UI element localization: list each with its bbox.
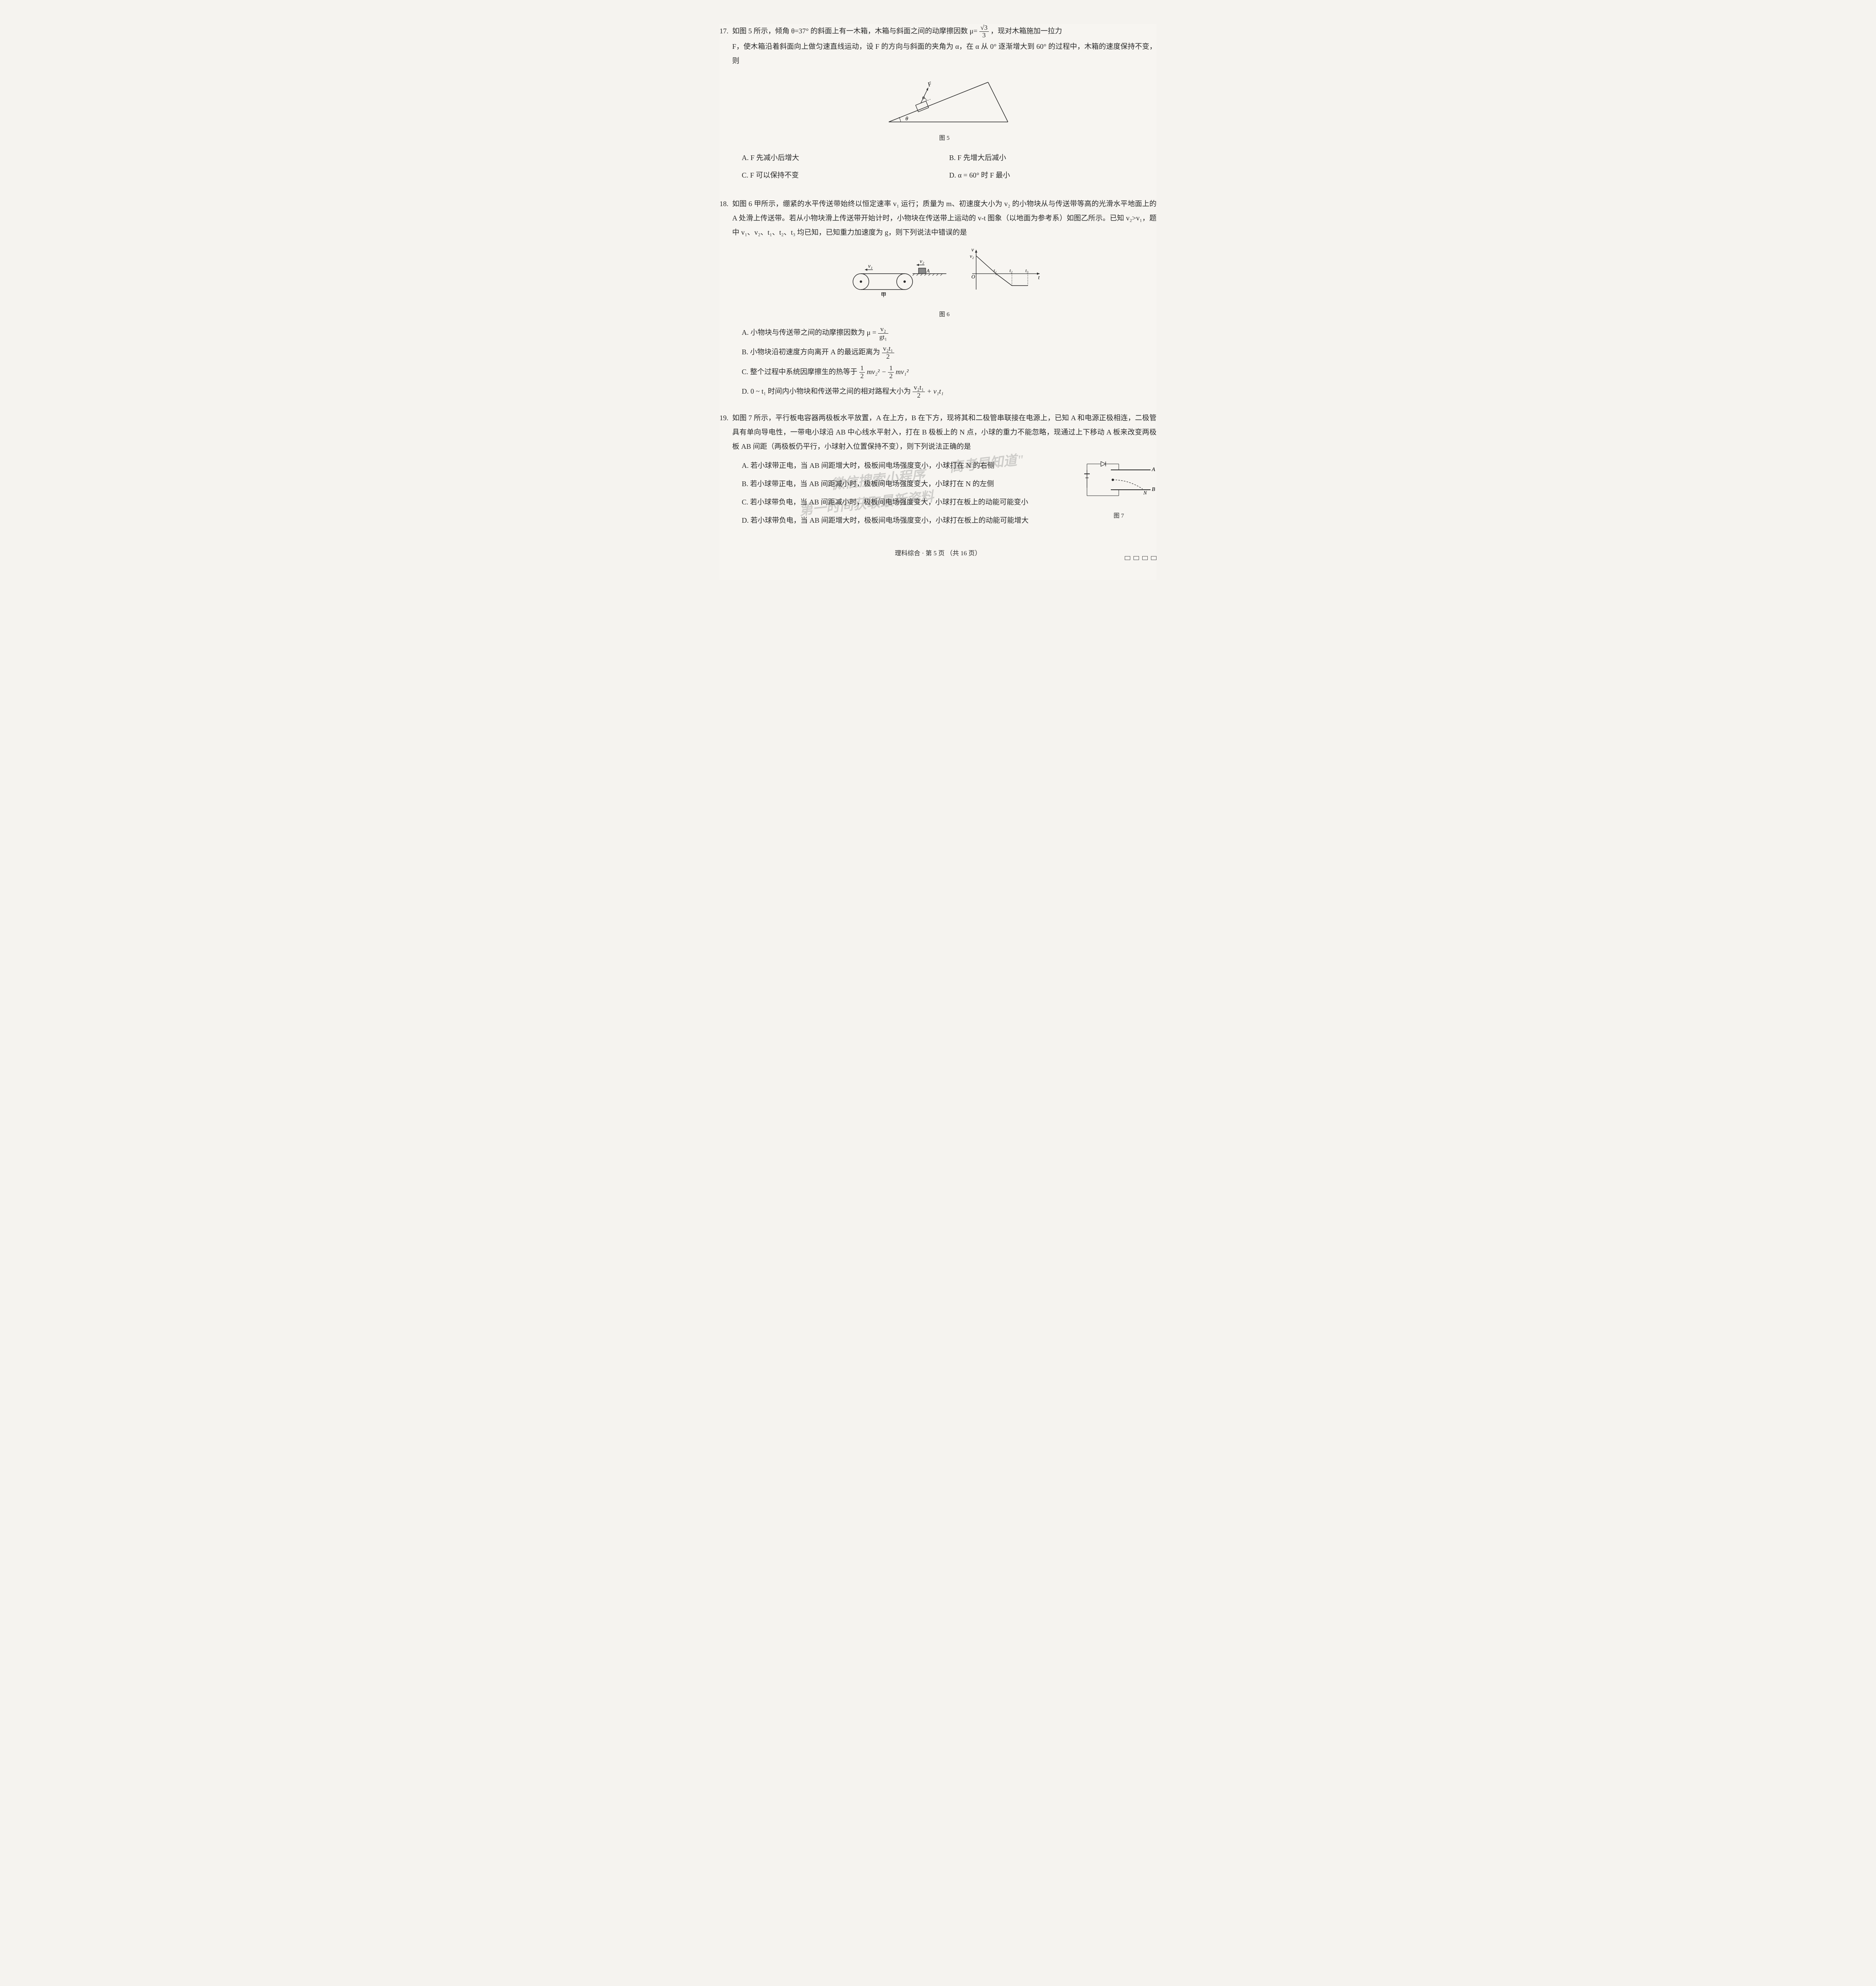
A-plate-label: A: [1151, 467, 1155, 473]
q18-number: 18.: [719, 197, 729, 211]
q17-optC: C. F 可以保持不变: [742, 168, 949, 182]
conveyor-svg: v₁ A v₂ 甲: [845, 254, 948, 298]
question-17: 17. 如图 5 所示，倾角 θ=37° 的斜面上有一木箱，木箱与斜面之间的动摩…: [719, 24, 1157, 185]
marker-box: [1151, 556, 1157, 560]
page-footer: 理科综合 · 第 5 页 （共 16 页）: [719, 547, 1157, 560]
q18-optD: D. 0 ~ t₁ 时间内小物块和传送带之间的相对路程大小为 v₂t₁ 2 + …: [742, 384, 1157, 400]
marker-box: [1125, 556, 1130, 560]
O-label: O: [971, 274, 975, 280]
q17-text-a: 如图 5 所示，倾角 θ=37° 的斜面上有一木箱，木箱与斜面之间的动摩擦因数 …: [732, 27, 977, 35]
q19-figure: A B N 图 7: [1081, 456, 1157, 522]
t2-label: t₂: [1010, 268, 1013, 273]
q18-figures: v₁ A v₂ 甲: [732, 246, 1157, 302]
q17-mu-frac: √3 3: [979, 24, 989, 40]
inclined-plane-svg: θ F α: [877, 74, 1012, 126]
question-19: 19. 如图 7 所示，平行板电容器两极板水平放置，A 在上方，B 在下方，现将…: [719, 411, 1157, 531]
v1-label: v₁: [868, 263, 872, 269]
question-18: 18. 如图 6 甲所示，绷紧的水平传送带始终以恒定速率 v₁ 运行；质量为 m…: [719, 197, 1157, 400]
q17-text-b: ，现对木箱施加一拉力: [990, 27, 1062, 35]
F-label: F: [926, 81, 933, 88]
q19-number: 19.: [719, 411, 729, 425]
alpha-label: α: [921, 94, 926, 100]
q18-body: 如图 6 甲所示，绷紧的水平传送带始终以恒定速率 v₁ 运行；质量为 m、初速度…: [732, 197, 1157, 240]
q17-optB: B. F 先增大后减小: [949, 151, 1157, 165]
q17-number: 17.: [719, 24, 729, 38]
theta-label: θ: [905, 116, 908, 122]
q17-optD: D. α = 60° 时 F 最小: [949, 168, 1157, 182]
q18-fig-caption: 图 6: [732, 309, 1157, 321]
t-axis: t: [1038, 275, 1040, 281]
marker-boxes: [1125, 556, 1157, 560]
q19-fig-caption: 图 7: [1081, 510, 1157, 522]
q18-optA: A. 小物块与传送带之间的动摩擦因数为 μ = v₂ gt₁: [742, 325, 1157, 341]
q18-options: A. 小物块与传送带之间的动摩擦因数为 μ = v₂ gt₁ B. 小物块沿初速…: [732, 325, 1157, 400]
q17-optA: A. F 先减小后增大: [742, 151, 949, 165]
marker-box: [1133, 556, 1139, 560]
capacitor-circuit-svg: A B N: [1081, 456, 1157, 504]
v2-label: v₂: [920, 259, 924, 265]
q18-fig-left: v₁ A v₂ 甲: [845, 254, 948, 302]
t3-label: t₃: [1025, 268, 1029, 273]
q18-optC: C. 整个过程中系统因摩擦生的热等于 1 2 mv₂² − 1 2 mv₁²: [742, 365, 1157, 380]
vt-graph-svg: v t v₂ O t₁ t₂ t₃: [964, 246, 1044, 298]
B-plate-label: B: [1152, 487, 1155, 493]
v2-axis-label: v₂: [970, 253, 974, 259]
v-axis: v: [971, 247, 974, 253]
footer-text: 理科综合 · 第 5 页 （共 16 页）: [895, 550, 981, 557]
t1-label: t₁: [994, 268, 997, 273]
q17-body: 如图 5 所示，倾角 θ=37° 的斜面上有一木箱，木箱与斜面之间的动摩擦因数 …: [732, 24, 1157, 68]
q17-options: A. F 先减小后增大 B. F 先增大后减小 C. F 可以保持不变 D. α…: [732, 151, 1157, 185]
A-label: A: [926, 268, 930, 274]
q19-body: 如图 7 所示，平行板电容器两极板水平放置，A 在上方，B 在下方，现将其和二极…: [732, 411, 1157, 454]
q17-figure: θ F α 图 5: [732, 74, 1157, 144]
q18-fig-right: v t v₂ O t₁ t₂ t₃: [964, 246, 1044, 302]
q17-text-c: F，使木箱沿着斜面向上做匀速直线运动，设 F 的方向与斜面的夹角为 α，在 α …: [732, 39, 1157, 68]
q17-fig-caption: 图 5: [732, 132, 1157, 144]
marker-box: [1142, 556, 1148, 560]
N-label: N: [1143, 490, 1147, 496]
q18-optB: B. 小物块沿初速度方向离开 A 的最远距离为 v₂t₁ 2: [742, 345, 1157, 360]
jia-caption: 甲: [881, 292, 886, 298]
